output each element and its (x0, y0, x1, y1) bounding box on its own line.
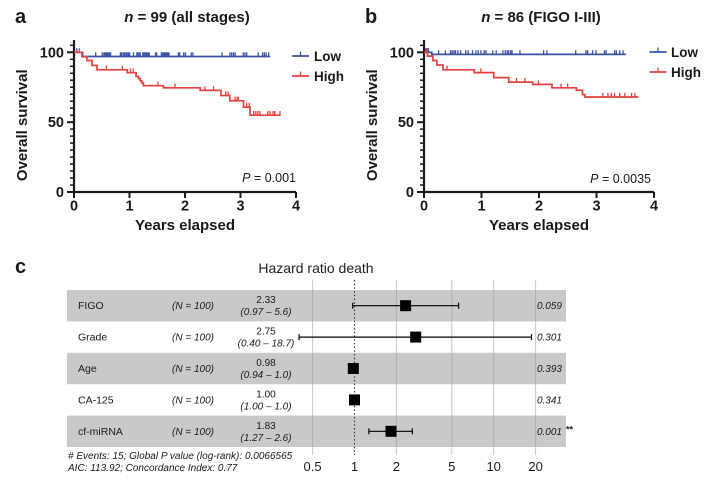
svg-text:(N = 100): (N = 100) (172, 301, 214, 312)
svg-text:(N = 100): (N = 100) (172, 395, 214, 406)
svg-text:2.33: 2.33 (256, 295, 276, 306)
svg-text:50: 50 (398, 115, 414, 131)
svg-text:1.00: 1.00 (256, 389, 276, 400)
svg-text:1: 1 (125, 199, 133, 215)
svg-text:(0.40 – 18.7): (0.40 – 18.7) (238, 339, 295, 350)
svg-text:0.001: 0.001 (537, 427, 562, 438)
svg-text:CA-125: CA-125 (78, 394, 114, 406)
svg-text:FIGO: FIGO (78, 300, 104, 312)
svg-text:Low: Low (671, 45, 698, 60)
svg-text:Grade: Grade (78, 332, 107, 344)
svg-text:2: 2 (393, 459, 400, 474)
svg-text:10: 10 (486, 459, 500, 474)
svg-text:2.75: 2.75 (256, 327, 276, 338)
svg-text:1.83: 1.83 (256, 421, 276, 432)
svg-text:0.5: 0.5 (304, 459, 322, 474)
svg-text:0.301: 0.301 (537, 333, 562, 344)
svg-text:4: 4 (650, 199, 658, 215)
svg-text:(N = 100): (N = 100) (172, 364, 214, 375)
svg-text:2: 2 (535, 199, 543, 215)
svg-text:a: a (15, 6, 27, 28)
svg-text:cf-miRNA: cf-miRNA (78, 426, 123, 438)
svg-text:0: 0 (56, 185, 64, 201)
svg-text:c: c (15, 256, 26, 278)
svg-text:High: High (314, 69, 344, 84)
svg-text:n = 99 (all stages): n = 99 (all stages) (124, 9, 249, 26)
svg-text:1: 1 (477, 199, 485, 215)
svg-text:P = 0.0035: P = 0.0035 (590, 172, 651, 186)
svg-text:(0.97 – 5.6): (0.97 – 5.6) (240, 307, 291, 318)
svg-text:3: 3 (592, 199, 600, 215)
svg-text:Low: Low (314, 49, 341, 64)
svg-text:P = 0.001: P = 0.001 (242, 171, 296, 185)
svg-text:0: 0 (406, 185, 414, 201)
svg-text:100: 100 (40, 45, 64, 61)
svg-text:**: ** (566, 424, 574, 434)
svg-text:AIC: 113.92; Concordance Index: AIC: 113.92; Concordance Index: 0.77 (67, 463, 238, 474)
svg-text:Years elapsed: Years elapsed (489, 217, 589, 234)
svg-text:0: 0 (420, 199, 428, 215)
svg-text:50: 50 (48, 115, 64, 131)
svg-text:Age: Age (78, 363, 97, 375)
svg-text:100: 100 (390, 45, 414, 61)
svg-text:High: High (671, 65, 701, 80)
svg-text:4: 4 (292, 199, 300, 215)
svg-text:(1.00 – 1.0): (1.00 – 1.0) (240, 401, 291, 412)
svg-text:Hazard ratio death: Hazard ratio death (258, 260, 373, 276)
svg-text:b: b (365, 6, 377, 28)
svg-text:(1.27 – 2.6): (1.27 – 2.6) (240, 433, 291, 444)
svg-text:(N = 100): (N = 100) (172, 427, 214, 438)
svg-text:Overall survival: Overall survival (364, 69, 381, 181)
svg-text:3: 3 (236, 199, 244, 215)
svg-text:(N = 100): (N = 100) (172, 333, 214, 344)
svg-text:Years elapsed: Years elapsed (135, 217, 235, 234)
svg-text:0: 0 (70, 199, 78, 215)
svg-text:0.341: 0.341 (537, 395, 562, 406)
svg-text:2: 2 (181, 199, 189, 215)
svg-text:5: 5 (448, 459, 455, 474)
svg-text:(0.94 – 1.0): (0.94 – 1.0) (240, 370, 291, 381)
svg-text:20: 20 (528, 459, 542, 474)
svg-text:1: 1 (351, 459, 358, 474)
svg-text:0.059: 0.059 (537, 301, 562, 312)
svg-text:# Events: 15; Global P value (: # Events: 15; Global P value (log-rank):… (68, 451, 293, 462)
svg-text:0.393: 0.393 (537, 364, 562, 375)
svg-text:n = 86 (FIGO I-III): n = 86 (FIGO I-III) (481, 9, 601, 26)
svg-text:Overall survival: Overall survival (14, 69, 31, 181)
svg-text:0.98: 0.98 (256, 358, 276, 369)
